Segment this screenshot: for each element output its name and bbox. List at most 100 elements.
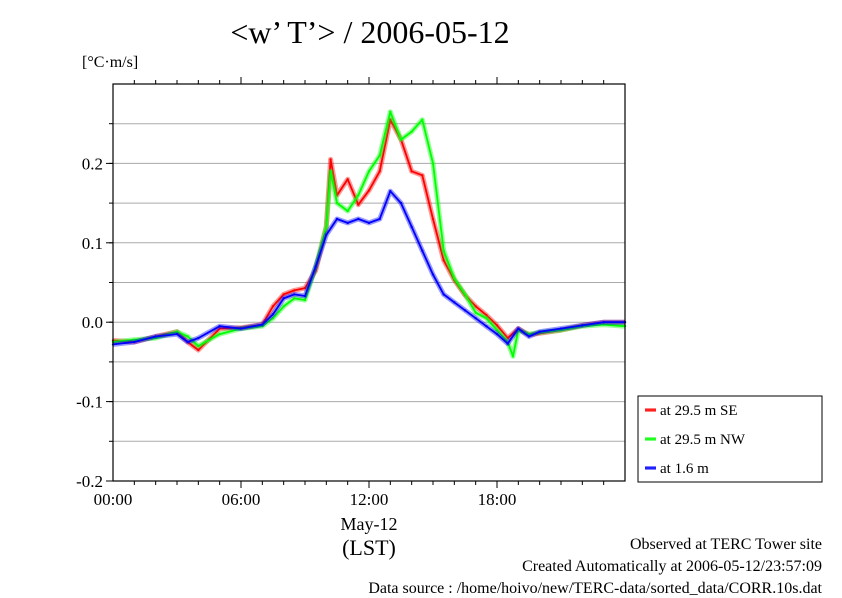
data-point — [346, 178, 349, 181]
x-axis-sublabel: (LST) — [342, 535, 396, 560]
data-point — [527, 335, 531, 338]
legend-label: at 29.5 m NW — [660, 432, 746, 448]
data-point — [218, 332, 221, 336]
data-point — [453, 301, 456, 304]
data-point — [357, 217, 360, 221]
data-point — [293, 289, 296, 292]
data-point — [133, 340, 136, 344]
y-tick-label: 0.1 — [82, 234, 103, 253]
data-point — [346, 221, 349, 225]
data-point — [282, 297, 285, 300]
x-tick-label: 18:00 — [478, 490, 517, 509]
data-point — [506, 336, 509, 340]
data-point — [389, 189, 392, 193]
data-point — [495, 332, 499, 336]
data-point — [282, 293, 285, 296]
legend: at 29.5 m SE at 29.5 m NW at 1.6 m — [637, 395, 823, 483]
y-tick-label: 0.2 — [82, 154, 103, 173]
data-point — [442, 293, 445, 296]
data-point — [453, 277, 456, 280]
data-point — [261, 323, 264, 326]
series-halo — [112, 109, 626, 359]
data-point — [463, 293, 467, 296]
data-point — [421, 118, 424, 121]
x-tick-label: 00:00 — [94, 490, 133, 509]
data-point — [495, 328, 499, 332]
y-tick-label: -0.1 — [76, 393, 103, 412]
data-point — [218, 327, 221, 330]
data-point — [527, 332, 531, 336]
data-point — [325, 225, 328, 229]
data-point — [389, 110, 392, 113]
data-point — [485, 313, 488, 317]
y-axis-unit-label: [°C·m/s] — [82, 54, 139, 71]
series-line — [112, 190, 625, 346]
series-line — [112, 118, 625, 351]
data-point — [378, 217, 381, 221]
data-point — [335, 217, 339, 221]
data-point — [442, 259, 445, 262]
footer-source: Data source : /home/hoivo/new/TERC-data/… — [368, 580, 822, 597]
data-point — [431, 217, 435, 221]
data-point — [175, 332, 179, 336]
data-point — [271, 313, 275, 316]
data-point — [186, 335, 189, 338]
data-point — [602, 323, 605, 326]
data-point — [474, 305, 477, 308]
data-point — [197, 344, 200, 348]
data-point — [506, 342, 509, 345]
data-point — [538, 330, 541, 333]
data-point — [186, 340, 189, 344]
data-point — [410, 130, 413, 133]
data-point — [367, 221, 371, 225]
data-point — [218, 324, 221, 328]
data-point — [282, 305, 285, 308]
data-point — [154, 335, 157, 338]
data-point — [293, 293, 296, 296]
data-point — [431, 273, 435, 276]
ticks: -0.2 -0.1 0.0 0.1 0.2 00:00 06:00 12:00 18:00 — [76, 77, 605, 509]
data-point — [463, 309, 467, 312]
data-point — [602, 321, 605, 324]
data-point — [474, 311, 477, 314]
data-point — [314, 265, 317, 268]
data-point — [133, 338, 136, 341]
data-point — [175, 330, 179, 333]
data-point — [197, 336, 200, 340]
legend-label: at 29.5 m SE — [660, 403, 738, 419]
series-group — [111, 109, 627, 359]
chart-title: <w’ T’> / 2006-05-12 — [230, 14, 510, 50]
data-point — [431, 162, 435, 165]
data-point — [239, 327, 243, 330]
series-line — [112, 110, 626, 358]
footer-site: Observed at TERC Tower site — [629, 536, 822, 553]
data-point — [559, 327, 563, 330]
data-point — [271, 305, 275, 308]
data-point — [517, 327, 520, 330]
data-point — [346, 209, 349, 213]
data-point — [485, 324, 488, 328]
series-halo — [112, 188, 625, 347]
data-point — [581, 324, 584, 327]
data-point — [357, 203, 360, 206]
data-point — [303, 298, 307, 302]
data-point — [303, 286, 307, 290]
x-tick-label: 06:00 — [222, 490, 261, 509]
data-point — [410, 170, 413, 173]
data-point — [197, 348, 200, 352]
x-axis-label: May-12 — [341, 514, 398, 534]
grid — [113, 123, 625, 442]
series-halo — [112, 117, 625, 353]
legend-label: at 1.6 m — [660, 461, 709, 477]
data-point — [421, 174, 424, 177]
data-point — [367, 189, 371, 192]
x-tick-label: 12:00 — [350, 490, 389, 509]
data-point — [271, 317, 275, 320]
data-point — [474, 317, 477, 320]
data-point — [421, 249, 424, 252]
data-point — [329, 170, 332, 173]
data-point — [293, 297, 296, 300]
y-tick-label: 0.0 — [82, 313, 103, 332]
data-point — [442, 249, 445, 252]
